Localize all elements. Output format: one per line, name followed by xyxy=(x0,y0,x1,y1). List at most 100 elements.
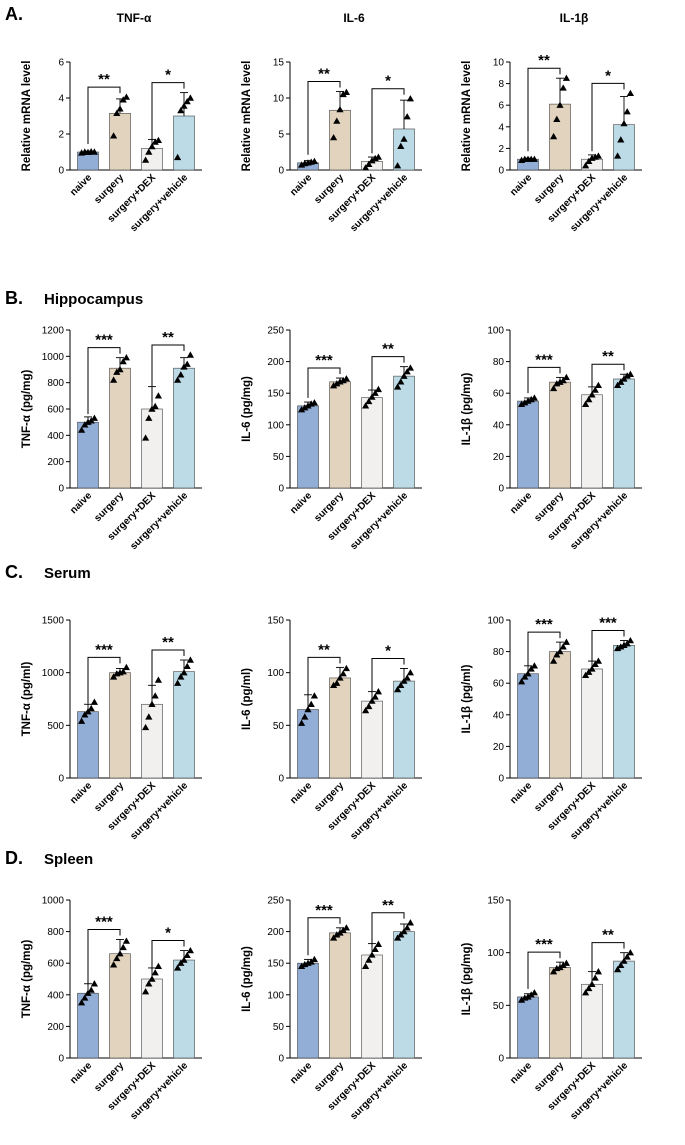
chart-1: IL-6 0 5 10 15 Relative mRNA level naive surger… xyxy=(241,11,422,234)
data-point xyxy=(527,665,535,672)
data-point xyxy=(626,89,634,97)
data-point xyxy=(177,959,185,966)
y-tick-label: 10 xyxy=(273,94,285,105)
y-tick-label: 100 xyxy=(487,326,504,337)
data-point xyxy=(336,105,344,113)
y-axis-label: IL-6 (pg/ml) xyxy=(241,668,253,730)
bar-surgery+vehicle xyxy=(393,375,415,489)
y-tick-label: 1000 xyxy=(42,668,65,679)
data-point xyxy=(518,996,526,1003)
y-tick-label: 150 xyxy=(487,896,504,907)
significance-label: ** xyxy=(382,897,394,914)
data-point xyxy=(524,397,532,404)
data-point xyxy=(154,392,162,399)
x-tick-label: naive xyxy=(288,1060,314,1086)
data-point xyxy=(330,934,338,941)
data-point xyxy=(81,994,89,1001)
y-tick-label: 40 xyxy=(493,710,505,721)
chart-title: IL-1β xyxy=(560,11,589,25)
significance-bracket xyxy=(527,951,561,989)
y-tick-label: 200 xyxy=(47,457,64,468)
data-point xyxy=(84,708,92,715)
data-point xyxy=(550,132,558,140)
significance-label: * xyxy=(385,73,391,90)
data-point xyxy=(180,669,188,676)
data-point xyxy=(174,679,182,686)
data-point xyxy=(339,376,347,384)
data-point xyxy=(594,968,602,975)
y-tick-label: 50 xyxy=(493,1001,505,1012)
data-point xyxy=(183,98,191,105)
significance-label: * xyxy=(385,642,391,659)
data-point xyxy=(553,651,561,658)
y-tick-label: 10 xyxy=(493,58,505,69)
x-tick-label: surgery+vehicle xyxy=(348,1060,410,1122)
y-tick-label: 50 xyxy=(273,721,285,732)
bar-surgery+vehicle xyxy=(393,680,415,779)
significance-bracket xyxy=(527,366,561,394)
significance-bracket xyxy=(87,656,121,704)
y-tick-label: 200 xyxy=(267,357,284,368)
bar-surgery xyxy=(329,677,351,779)
significance-label: *** xyxy=(315,352,333,369)
y-tick-label: 40 xyxy=(493,420,505,431)
x-tick-label: naive xyxy=(508,780,534,806)
data-point xyxy=(154,962,162,970)
bar-surgery xyxy=(109,113,131,171)
data-point xyxy=(614,381,622,388)
data-point xyxy=(582,989,590,996)
data-point xyxy=(186,946,194,954)
data-point xyxy=(333,117,341,124)
data-point xyxy=(90,698,98,705)
bar-surgery+DEX xyxy=(141,703,163,779)
significance-label: * xyxy=(605,67,611,84)
bar-surgery+vehicle xyxy=(173,367,195,489)
bar-surgery+vehicle xyxy=(613,124,635,171)
data-point xyxy=(397,931,405,938)
data-point xyxy=(582,671,590,678)
y-tick-label: 2 xyxy=(498,144,504,155)
y-tick-label: 150 xyxy=(267,616,284,627)
y-tick-label: 150 xyxy=(267,389,284,400)
data-point xyxy=(626,636,634,644)
data-point xyxy=(148,143,156,150)
bar-naive xyxy=(517,996,539,1059)
bar-naive xyxy=(297,962,319,1059)
data-point xyxy=(362,164,370,171)
data-point xyxy=(113,954,121,962)
data-point xyxy=(530,394,538,401)
y-tick-label: 250 xyxy=(267,326,284,337)
data-point xyxy=(151,692,159,699)
data-point xyxy=(623,372,631,379)
bar-surgery+DEX xyxy=(361,397,383,489)
data-point xyxy=(620,957,628,964)
significance-bracket xyxy=(151,82,185,141)
data-point xyxy=(116,105,124,112)
chart-9: 0 200 400 600 800 1000 TNF-α (pg/mg) naive surge… xyxy=(21,896,202,1122)
significance-bracket xyxy=(527,67,561,152)
panel-labels: A. B. Hippocampus C. Serum D. Spleen xyxy=(5,4,143,868)
y-tick-label: 200 xyxy=(47,1022,64,1033)
chart-0: TNF-α 0 2 4 6 Relative mRNA level naive surgery… xyxy=(21,11,202,234)
significance-label: ** xyxy=(162,329,174,346)
data-point xyxy=(591,660,599,667)
data-point xyxy=(90,148,98,155)
y-tick-label: 1200 xyxy=(42,326,65,337)
data-point xyxy=(122,354,130,361)
data-point xyxy=(142,723,150,731)
data-point xyxy=(556,648,564,655)
significance-bracket xyxy=(307,367,341,398)
data-point xyxy=(330,681,338,689)
data-point xyxy=(400,135,408,142)
data-point xyxy=(90,414,98,421)
y-tick-label: 15 xyxy=(273,58,285,69)
data-point xyxy=(556,963,564,971)
data-point xyxy=(84,989,92,996)
panel-label-c: C. xyxy=(5,562,23,582)
data-point xyxy=(177,371,185,378)
data-point xyxy=(151,402,159,410)
significance-bracket xyxy=(87,347,121,415)
data-point xyxy=(342,664,350,672)
significance-bracket xyxy=(307,917,341,956)
